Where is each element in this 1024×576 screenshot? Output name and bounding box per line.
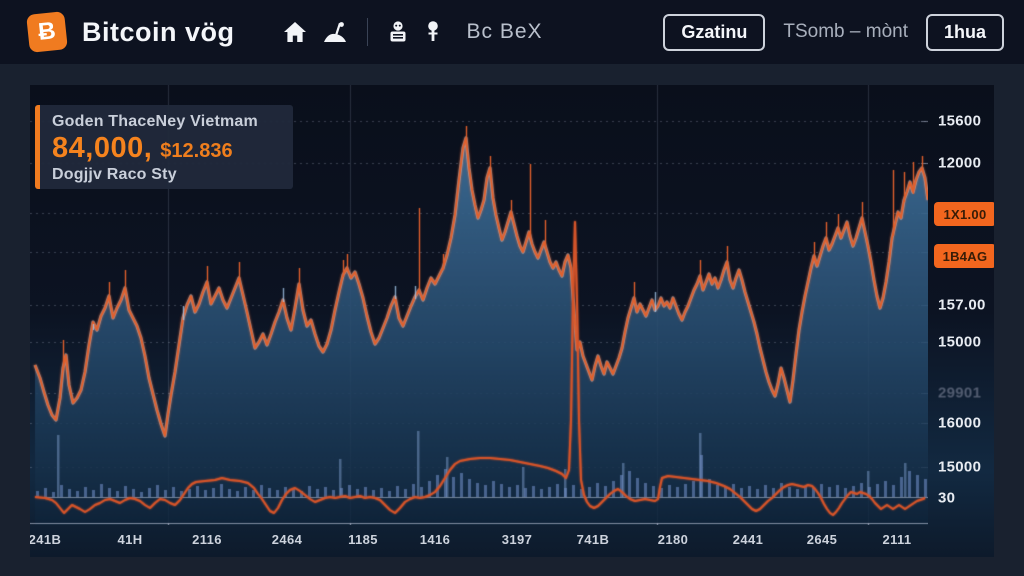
price-sub-value: $12.836 [160, 140, 233, 162]
price-info-box: Goden ThaceNey Vietmam 84,000, $12.836 D… [35, 105, 293, 189]
bitcoin-glyph: Ƀ [36, 17, 57, 46]
y-axis-tick-label: 16000 [938, 414, 982, 432]
x-axis-tick-label: 2111 [882, 532, 912, 547]
x-axis-tick-label: 2645 [806, 532, 838, 547]
bitcoin-logo-icon[interactable]: Ƀ [26, 11, 68, 53]
chart-panel: Goden ThaceNey Vietmam 84,000, $12.836 D… [30, 85, 994, 557]
y-axis-labels: 15600 12000 157.00 15000 29901 16000 15000 30 [938, 85, 994, 557]
gzatinu-button[interactable]: Gzatinu [663, 13, 766, 51]
price-axis-badge: 1X1.00 [934, 202, 994, 226]
x-axis-tick-label: 2464 [271, 532, 303, 547]
x-axis-labels: 241B 41H 2116 2464 1185 1416 3197 741B 2180 2441 2… [30, 532, 928, 552]
x-axis-tick-label: 241B [30, 532, 62, 547]
pin-tree-icon[interactable] [424, 20, 442, 44]
x-axis-tick-label: 41H [117, 532, 143, 547]
x-axis-tick-label: 741B [576, 532, 610, 547]
y-axis-tick-label: 15000 [938, 458, 982, 476]
y-axis-tick-label: 15000 [938, 333, 982, 351]
info-line-3: Dogjjv Raco Sty [52, 166, 177, 183]
nav-divider [366, 18, 368, 46]
price-main-value: 84,000, [52, 132, 153, 164]
x-axis-tick-label: 1185 [348, 532, 378, 547]
nav-icon-group: Bc BeX [283, 18, 543, 46]
hua-button[interactable]: 1hua [925, 13, 1004, 51]
flag-hill-icon[interactable] [322, 21, 348, 43]
y-axis-tick-label: 29901 [938, 384, 982, 402]
x-axis-tick-label: 2116 [192, 532, 222, 547]
y-axis-tick-label: 15600 [938, 112, 982, 130]
nav-brand-text: Bc BeX [466, 20, 543, 43]
x-axis-tick-label: 2180 [657, 532, 689, 547]
price-axis-badge: 1B4AG [934, 244, 994, 268]
x-axis-tick-label: 3197 [501, 532, 533, 547]
x-axis-tick-label: 1416 [419, 532, 451, 547]
app-title: Bitcoin vög [82, 16, 235, 47]
y-axis-tick-label: 30 [938, 489, 956, 507]
x-axis-tick-label: 2441 [732, 532, 764, 547]
y-axis-tick-label: 12000 [938, 154, 982, 172]
timeframe-label[interactable]: TSomb – mònt [783, 21, 908, 42]
y-axis-tick-label: 157.00 [938, 296, 986, 314]
robot-icon[interactable] [387, 20, 409, 44]
info-line-1: Goden ThaceNey Vietmam [52, 113, 258, 130]
home-icon[interactable] [283, 21, 307, 43]
top-bar-right: Gzatinu TSomb – mònt 1hua [663, 13, 1004, 51]
price-value-row: 84,000, $12.836 [52, 132, 281, 165]
top-bar: Ƀ Bitcoin vög [0, 0, 1024, 64]
